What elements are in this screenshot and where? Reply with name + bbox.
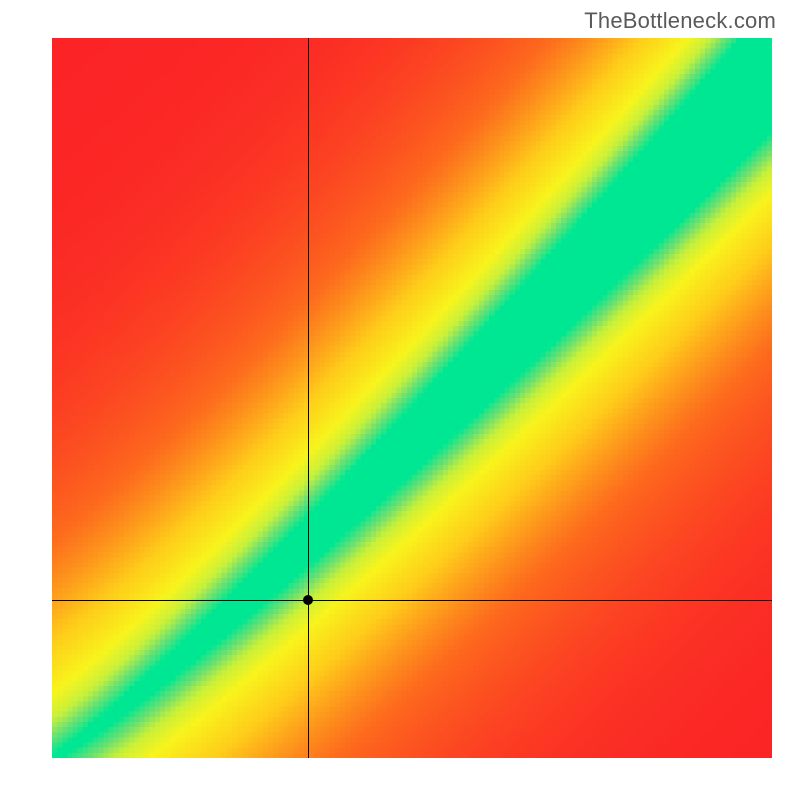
chart-container: TheBottleneck.com	[0, 0, 800, 800]
crosshair-vertical	[308, 38, 309, 758]
crosshair-horizontal	[52, 600, 772, 601]
marker-point	[303, 595, 313, 605]
heatmap-plot	[52, 38, 772, 758]
heatmap-canvas	[52, 38, 772, 758]
watermark-text: TheBottleneck.com	[584, 8, 776, 34]
